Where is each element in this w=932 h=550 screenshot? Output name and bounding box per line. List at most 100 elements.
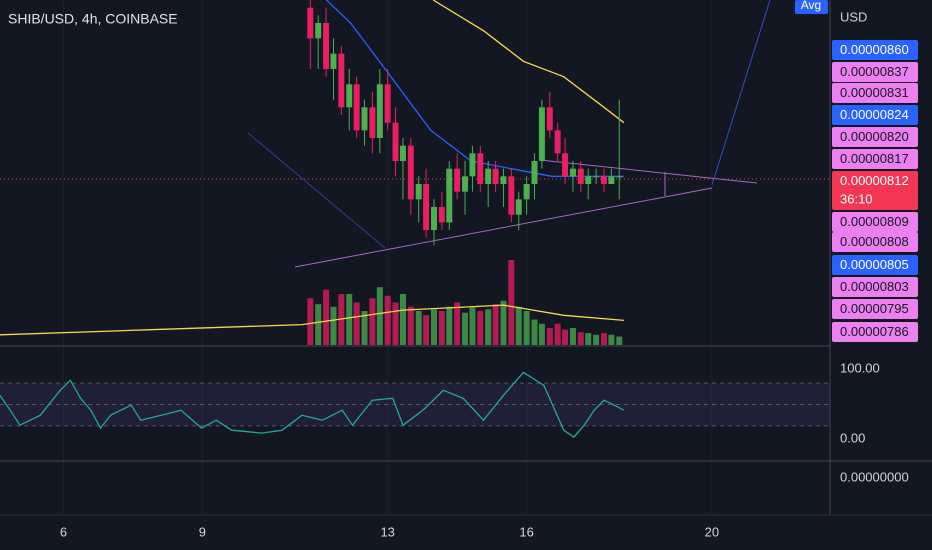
candle-body bbox=[407, 145, 414, 200]
volume-bar bbox=[315, 304, 322, 345]
price-tag bbox=[832, 171, 918, 210]
rsi-line bbox=[0, 371, 625, 438]
symbol-title: SHIB/USD, 4h, COINBASE bbox=[8, 11, 178, 27]
price-tag-label: 0.00000808 bbox=[840, 234, 909, 249]
price-tag bbox=[832, 40, 918, 60]
candle-body bbox=[585, 176, 592, 184]
volume-bar bbox=[469, 307, 476, 345]
x-tick-label: 13 bbox=[380, 524, 394, 539]
price-tag-label: 0.00000817 bbox=[840, 151, 909, 166]
candle-body bbox=[562, 153, 569, 177]
price-tag-label: 0.00000805 bbox=[840, 257, 909, 272]
candle-body bbox=[415, 184, 422, 200]
candle-body bbox=[616, 176, 623, 178]
candle-body bbox=[446, 168, 453, 223]
oscillator-label: 0.00000000 bbox=[840, 469, 909, 484]
triangle-lower bbox=[294, 187, 713, 268]
volume-bar bbox=[361, 311, 368, 345]
price-tag-label: 0.00000831 bbox=[840, 85, 909, 100]
price-tag-label: 0.00000803 bbox=[840, 279, 909, 294]
volume-bar bbox=[608, 334, 615, 345]
avg-label: Avg bbox=[801, 0, 821, 12]
candle-body bbox=[462, 176, 469, 192]
price-tag bbox=[832, 105, 918, 125]
price-tag-label: 0.00000837 bbox=[840, 64, 909, 79]
candle-body bbox=[538, 107, 545, 161]
candle-body bbox=[546, 107, 553, 131]
volume-bar bbox=[616, 336, 623, 345]
projection-line bbox=[711, 0, 771, 186]
volume-bar bbox=[577, 332, 584, 345]
x-tick-label: 6 bbox=[60, 524, 67, 539]
price-tag-label: 0.00000809 bbox=[840, 214, 909, 229]
volume-bar bbox=[515, 306, 522, 345]
price-tag-label: 0.00000860 bbox=[840, 42, 909, 57]
candle-body bbox=[608, 176, 615, 184]
price-plot bbox=[0, 0, 625, 345]
volume-bar bbox=[546, 328, 553, 345]
candle-body bbox=[353, 84, 360, 131]
volume-bar bbox=[569, 328, 576, 345]
volume-bar bbox=[369, 298, 376, 345]
candle-body bbox=[338, 53, 345, 108]
candle-body bbox=[361, 107, 368, 131]
candle-body bbox=[330, 53, 337, 69]
candle-body bbox=[593, 176, 600, 178]
candle-body bbox=[323, 23, 330, 69]
countdown: 36:10 bbox=[840, 191, 873, 206]
candle-body bbox=[477, 153, 484, 184]
volume-bar bbox=[585, 333, 592, 345]
volume-bar bbox=[500, 300, 507, 345]
candle-body bbox=[577, 168, 584, 184]
volume-bar bbox=[554, 323, 561, 345]
moving-average bbox=[432, 0, 625, 124]
volume-bar bbox=[399, 294, 406, 345]
volume-ma bbox=[0, 304, 624, 336]
candle-body bbox=[438, 207, 445, 223]
trend-line bbox=[247, 132, 386, 249]
price-tag-label: 0.00000786 bbox=[840, 324, 909, 339]
volume-bar bbox=[423, 315, 430, 345]
candle-body bbox=[315, 23, 322, 39]
volume-bar bbox=[446, 306, 453, 345]
price-tag bbox=[832, 212, 918, 232]
volume-bar bbox=[392, 302, 399, 345]
candle-body bbox=[346, 84, 353, 108]
price-tag bbox=[832, 322, 918, 342]
volume-bar bbox=[407, 306, 414, 345]
candle-body bbox=[523, 184, 530, 200]
volume-bar bbox=[538, 323, 545, 345]
candle-body bbox=[531, 161, 538, 184]
price-tag-label: 0.00000795 bbox=[840, 301, 909, 316]
volume-bar bbox=[307, 298, 314, 345]
candle-body bbox=[430, 207, 437, 230]
price-tag bbox=[832, 62, 918, 82]
drawings bbox=[0, 0, 830, 268]
price-tag-label: 0.00000812 bbox=[840, 173, 909, 188]
candle-body bbox=[569, 168, 576, 177]
candle-body bbox=[508, 176, 515, 215]
price-tags: 0.00000860 0.00000837 0.00000831 0.00000824… bbox=[832, 40, 918, 342]
candle-body bbox=[384, 84, 391, 123]
volume-bar bbox=[485, 309, 492, 345]
candle-body bbox=[554, 130, 561, 154]
volume-bar bbox=[376, 287, 383, 345]
volume-bar bbox=[415, 311, 422, 345]
volume-bar bbox=[438, 311, 445, 345]
candle-body bbox=[500, 176, 507, 184]
rsi-upper-label: 100.00 bbox=[840, 360, 880, 375]
currency-label: USD bbox=[840, 9, 867, 24]
price-tag bbox=[832, 255, 918, 275]
candle-body bbox=[492, 168, 499, 184]
volume-bar bbox=[323, 289, 330, 345]
volume-bar bbox=[353, 302, 360, 345]
price-tag bbox=[832, 232, 918, 252]
candle-body bbox=[376, 84, 383, 138]
volume-bar bbox=[531, 319, 538, 345]
price-tag bbox=[832, 83, 918, 103]
volume-bar bbox=[523, 311, 530, 345]
volume-bar bbox=[384, 295, 391, 345]
